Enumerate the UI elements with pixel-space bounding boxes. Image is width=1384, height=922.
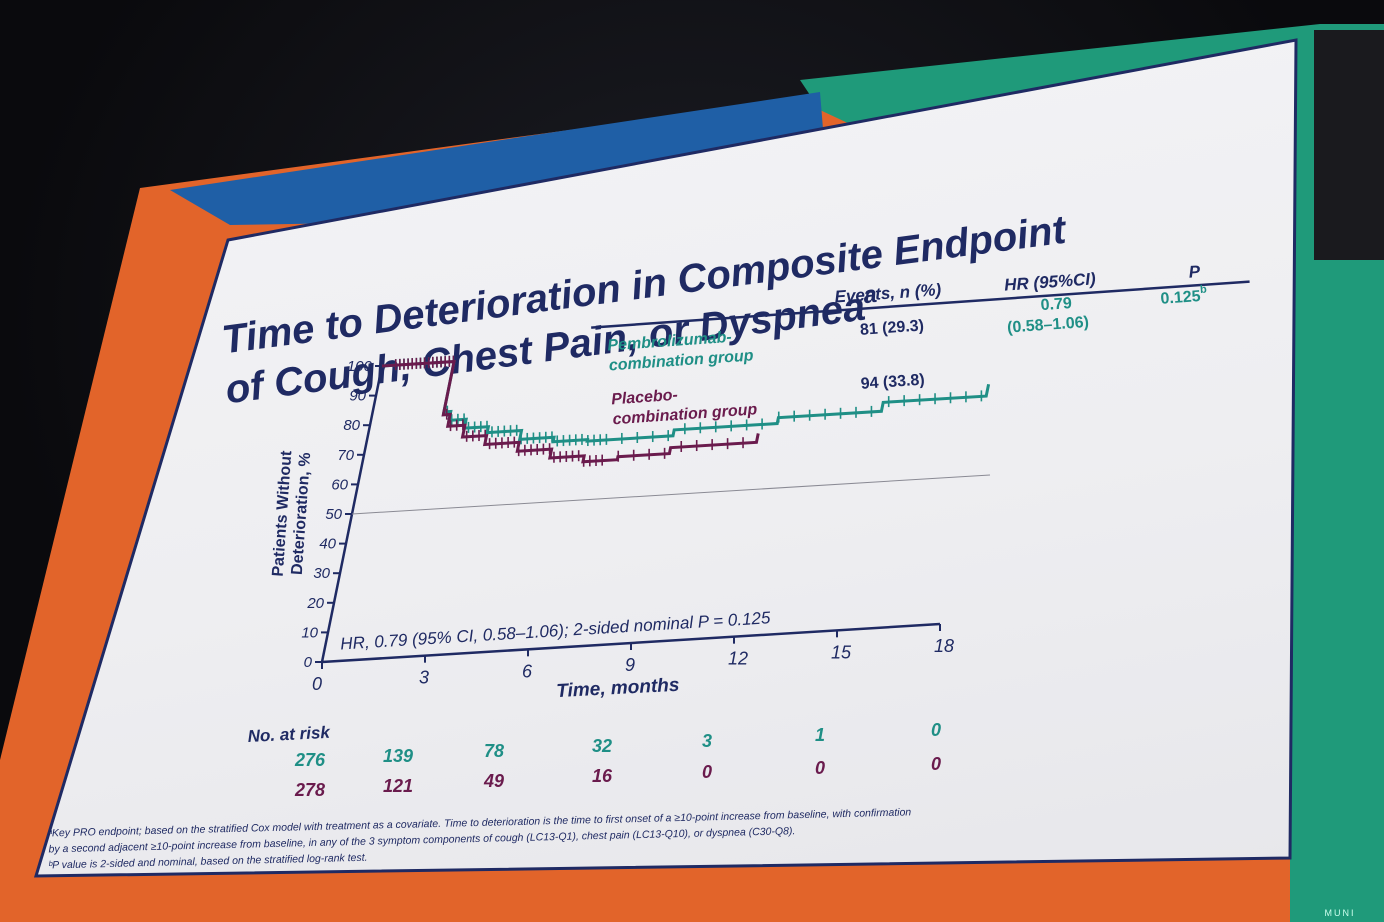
risk-placebo-6: 0: [931, 754, 941, 774]
risk-placebo-0: 278: [294, 780, 325, 800]
events-header: Events, n (%): [834, 280, 942, 306]
x-tick-label: 9: [625, 655, 635, 675]
y-tick-label: 10: [301, 624, 318, 641]
risk-placebo-3: 16: [592, 766, 613, 786]
dark-panel: [1314, 30, 1384, 260]
y-tick-label: 20: [306, 595, 324, 612]
x-axis-label: Time, months: [556, 675, 680, 702]
table-rule: [591, 280, 1250, 329]
y-tick-label: 0: [304, 654, 313, 671]
placebo-events: 94 (33.8): [860, 371, 925, 392]
slide-outline: [33, 38, 1298, 878]
x-tick-label: 18: [934, 636, 954, 656]
placebo-label-1: Placebo-: [611, 387, 679, 409]
risk-placebo-5: 0: [815, 758, 825, 778]
x-tick-label: 6: [522, 661, 533, 681]
risk-pembro-2: 78: [484, 741, 504, 761]
footnotes: ᵃKey PRO endpoint; based on the stratifi…: [48, 806, 912, 872]
risk-table: No. at risk 276 139 78 32 3 1 0 278 121 49 16 0 0 0: [247, 720, 941, 800]
p-header: P: [1188, 262, 1201, 282]
y-tick-label: 80: [343, 417, 360, 434]
risk-placebo-2: 49: [483, 771, 504, 791]
hr-header: HR (95%CI): [1004, 269, 1097, 294]
hr-value: 0.79: [1040, 295, 1072, 314]
p-value: 0.125b: [1160, 284, 1208, 308]
x-tick-label: 3: [419, 668, 429, 688]
footnote-b: ᵇP value is 2-sided and nominal, based o…: [48, 852, 368, 872]
risk-pembro-3: 32: [592, 736, 612, 756]
x-tick-label: 0: [312, 674, 322, 694]
y-tick-label: 30: [313, 565, 330, 582]
reference-line: [351, 474, 991, 515]
km-chart: 0 3 6 9 12 15 18 0 10 20 30 40 50 60 70 80 90 100 Time, mo…: [270, 355, 991, 702]
risk-pembro-4: 3: [702, 731, 712, 751]
x-tick-label: 15: [831, 642, 852, 662]
y-tick-label: 60: [331, 476, 348, 493]
hr-ci: (0.58–1.06): [1007, 314, 1090, 337]
risk-pembro-1: 139: [383, 746, 413, 766]
pembro-events: 81 (29.3): [859, 317, 924, 338]
risk-header: No. at risk: [247, 723, 332, 746]
y-tick-label: 90: [349, 388, 366, 405]
y-tick-label: 50: [325, 506, 342, 523]
pembro-curve: [381, 359, 991, 444]
risk-pembro-5: 1: [815, 725, 825, 745]
risk-placebo-1: 121: [383, 776, 413, 796]
x-tick-label: 12: [728, 649, 748, 669]
y-tick-label: 40: [319, 536, 336, 553]
risk-placebo-4: 0: [702, 762, 712, 782]
y-tick-label: 100: [347, 358, 373, 375]
risk-pembro-6: 0: [931, 720, 941, 740]
slide-title: Time to Deterioration in Composite Endpo…: [219, 208, 1070, 413]
corner-tag: MUNI: [1296, 904, 1384, 922]
y-tick-label: 70: [337, 447, 354, 464]
risk-pembro-0: 276: [294, 750, 326, 770]
